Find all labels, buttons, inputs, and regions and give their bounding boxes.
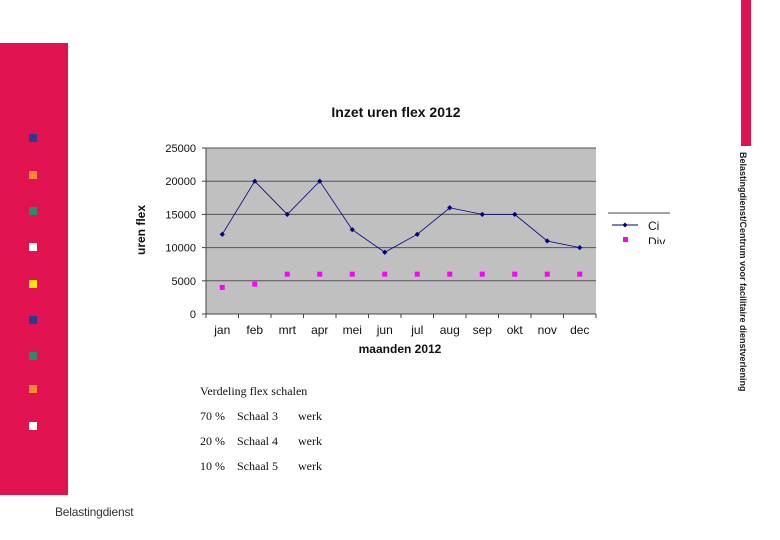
legend-marker-div [623, 237, 628, 242]
y-tick-label: 5000 [172, 276, 196, 288]
data-point-ci [219, 231, 225, 237]
bullet-square [29, 134, 37, 142]
bullet-square [29, 207, 37, 215]
data-point-ci [414, 231, 420, 237]
series-line-ci [221, 180, 580, 253]
data-point-div [577, 271, 583, 277]
x-tick-label: nov [538, 323, 557, 337]
right-accent-stripe [741, 0, 751, 146]
y-tick-label: 15000 [165, 209, 196, 221]
x-tick-label: dec [570, 323, 589, 337]
data-point-div [382, 271, 388, 277]
x-tick-label: jan [213, 323, 230, 337]
notes-row-scale: Schaal 4 [237, 434, 278, 448]
x-tick-label: mrt [279, 323, 297, 337]
notes-row-type: werk [298, 459, 322, 473]
y-tick-label: 20000 [165, 176, 196, 188]
bullet-square [29, 243, 37, 251]
x-tick-label: jun [376, 323, 393, 337]
x-tick-label: aug [440, 323, 460, 337]
notes-row: 20 % Schaal 4 werk [200, 434, 322, 459]
legend: Ci Div [608, 212, 670, 249]
bullet-square [29, 422, 37, 430]
y-axis-label: uren flex [134, 205, 148, 255]
data-point-div [349, 271, 355, 277]
x-tick-label: jul [410, 323, 423, 337]
data-point-ci [447, 205, 453, 211]
notes-row-scale: Schaal 5 [237, 459, 278, 473]
data-point-div [317, 271, 323, 277]
y-tick-label: 0 [190, 309, 196, 321]
bullet-square [29, 171, 37, 179]
y-tick-label: 25000 [165, 143, 196, 155]
data-point-div [252, 281, 258, 287]
x-tick-label: mei [343, 323, 362, 337]
bullet-square [29, 280, 37, 288]
x-tick-label: apr [311, 323, 328, 337]
bullet-square [29, 385, 37, 393]
data-point-ci [512, 211, 518, 217]
notes-row: 70 % Schaal 3 werk [200, 409, 322, 434]
data-point-ci [577, 245, 583, 251]
data-point-div [414, 271, 420, 277]
bullet-square [29, 316, 37, 324]
notes-row-type: werk [298, 409, 322, 423]
data-point-ci [349, 227, 355, 233]
data-point-ci [479, 211, 485, 217]
data-point-ci [544, 238, 550, 244]
notes-row-type: werk [298, 434, 322, 448]
data-point-div [284, 271, 290, 277]
left-accent-bar [0, 43, 68, 495]
chart-title: Inzet uren flex 2012 [331, 104, 460, 120]
data-point-div [479, 271, 485, 277]
footer-logo-text: Belastingdienst [55, 505, 134, 519]
bullet-square [29, 352, 37, 360]
data-point-div [544, 271, 550, 277]
notes-row-percent: 20 % [200, 434, 225, 448]
notes-row-percent: 70 % [200, 409, 225, 423]
data-point-div [447, 271, 453, 277]
data-point-ci [284, 211, 290, 217]
data-point-ci [317, 178, 323, 184]
flex-distribution-notes: Verdeling flex schalen 70 % Schaal 3 werk … [200, 384, 322, 484]
x-tick-label: sep [473, 323, 493, 337]
notes-row-percent: 10 % [200, 459, 225, 473]
legend-label-div: Div [648, 235, 665, 249]
line-chart: 0 5000 10000 15000 20000 25000 jan feb mrt apr mei… [134, 104, 670, 356]
y-tick-label: 10000 [165, 243, 196, 255]
plot-area [206, 148, 596, 314]
data-point-div [219, 284, 225, 290]
legend-label-ci: Ci [648, 219, 659, 233]
data-point-div [512, 271, 518, 277]
x-tick-label: okt [507, 323, 524, 337]
notes-row: 10 % Schaal 5 werk [200, 459, 322, 484]
legend-marker-ci [622, 222, 628, 228]
x-tick-label: feb [246, 323, 263, 337]
notes-title: Verdeling flex schalen [200, 384, 308, 398]
data-point-ci [382, 249, 388, 255]
data-point-ci [252, 178, 258, 184]
notes-row-scale: Schaal 3 [237, 409, 278, 423]
x-axis-label: maanden 2012 [359, 342, 442, 356]
